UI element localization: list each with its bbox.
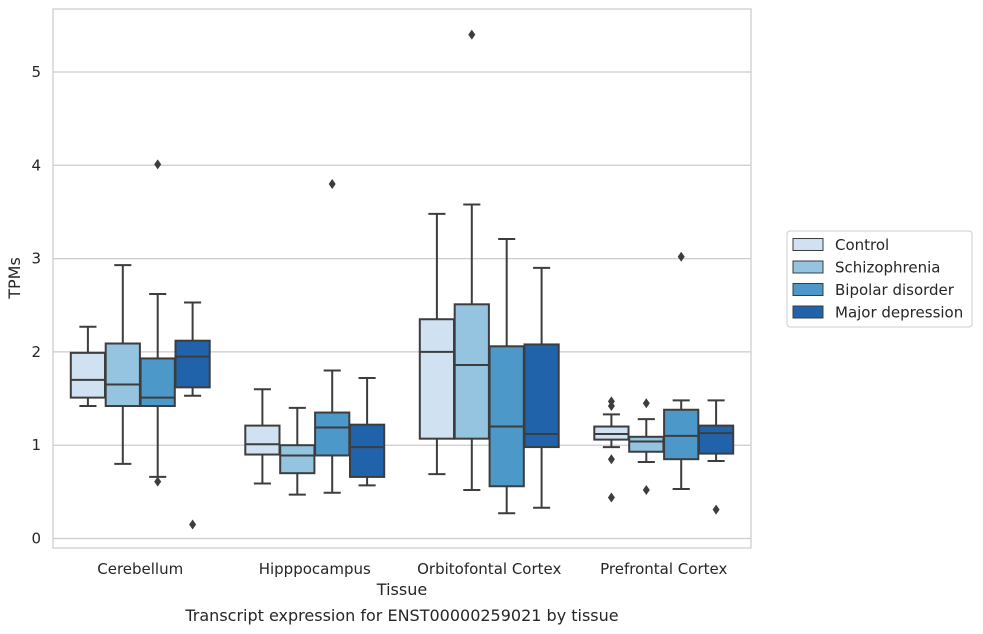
box-body — [488, 345, 525, 488]
outlier-point — [468, 29, 476, 40]
legend-swatch — [792, 260, 824, 274]
x-tick-label: Prefrontal Cortex — [600, 560, 727, 578]
box-body — [523, 343, 560, 449]
box-body — [663, 408, 700, 461]
y-tick-label: 0 — [31, 530, 41, 548]
box-bipolar-disorder — [488, 238, 525, 515]
y-tick-label: 2 — [31, 343, 41, 361]
outlier-point — [189, 519, 197, 530]
box-body — [348, 423, 386, 478]
x-tick-label: Orbitofontal Cortex — [417, 560, 561, 578]
box-body — [418, 318, 456, 440]
box-body — [244, 424, 281, 456]
legend-label: Major depression — [835, 304, 963, 322]
x-tick-label: Cerebellum — [97, 560, 183, 578]
box-body — [697, 424, 735, 455]
y-tick-label: 4 — [31, 156, 41, 174]
legend-label: Schizophrenia — [835, 259, 940, 277]
y-axis: 0 1 2 3 4 5 — [31, 63, 41, 548]
x-axis-title: Tissue — [376, 580, 427, 599]
box-bipolar-disorder — [663, 251, 700, 491]
box-body — [174, 339, 211, 389]
box-bipolar-disorder — [314, 178, 351, 494]
box-body — [279, 444, 316, 475]
y-tick-label: 3 — [31, 250, 41, 268]
legend-swatch — [792, 283, 824, 296]
y-tick-label: 1 — [31, 436, 41, 454]
box-body — [104, 342, 141, 408]
box-schizophrenia — [104, 264, 141, 465]
legend: Control Schizophrenia Bipolar disorder Majo… — [786, 230, 973, 328]
outlier-point — [642, 484, 650, 495]
outlier-point — [712, 504, 720, 515]
box-major-depression — [523, 266, 560, 509]
chart-caption: Transcript expression for ENST0000025902… — [184, 606, 618, 625]
legend-label: Bipolar disorder — [835, 281, 955, 299]
legend-label: Control — [835, 236, 889, 254]
y-tick-label: 5 — [31, 63, 41, 81]
box-body — [453, 303, 490, 440]
legend-swatch — [792, 305, 824, 319]
outlier-point — [607, 492, 615, 503]
box-control — [244, 388, 281, 485]
plot-frame — [52, 8, 752, 549]
box-control — [69, 325, 107, 408]
y-axis-title: TPMs — [5, 257, 24, 300]
x-axis: Cerebellum Hipppocampus Orbitofontal Corte… — [97, 560, 727, 578]
outlier-point — [328, 178, 336, 189]
box-major-depression — [174, 301, 211, 530]
box-schizophrenia — [453, 29, 490, 491]
legend-swatch — [792, 238, 824, 251]
box-bipolar-disorder — [139, 159, 176, 487]
box-major-depression — [348, 377, 386, 487]
box-control — [593, 396, 630, 503]
x-tick-label: Hipppocampus — [259, 560, 371, 578]
outlier-point — [154, 476, 162, 487]
outlier-point — [607, 454, 615, 465]
box-body — [69, 351, 107, 399]
outlier-point — [154, 159, 162, 170]
box-body — [139, 357, 176, 408]
legend-frame — [786, 230, 973, 328]
box-major-depression — [697, 399, 735, 515]
box-schizophrenia — [279, 406, 316, 496]
box-control — [418, 212, 456, 476]
outlier-point — [607, 401, 615, 412]
box-schizophrenia — [628, 398, 665, 495]
outlier-point — [677, 251, 685, 262]
boxes — [69, 29, 735, 530]
grid-lines — [53, 71, 751, 540]
box-body — [628, 435, 665, 453]
box-body — [314, 411, 351, 457]
outlier-point — [642, 398, 650, 409]
